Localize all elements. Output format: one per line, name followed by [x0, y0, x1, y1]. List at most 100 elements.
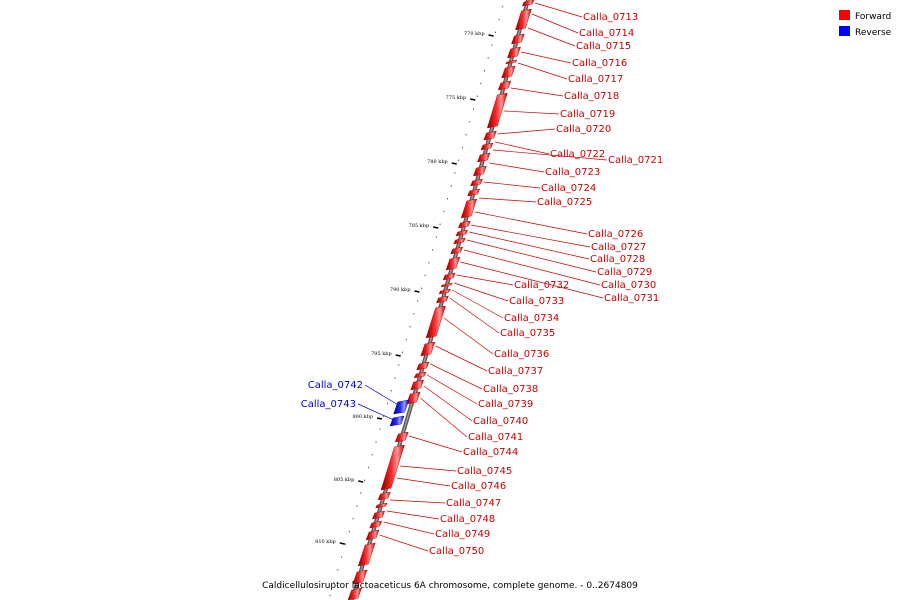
- genome-caption: Caldicellulosiruptor lactoaceticus 6A ch…: [262, 581, 638, 591]
- gene-label[interactable]: Calla_0717: [568, 74, 623, 85]
- gene-leader-line: [460, 261, 604, 299]
- gene-forward-block: [511, 33, 525, 45]
- gene-leader-line: [483, 181, 541, 189]
- gene-forward-block: [369, 520, 383, 529]
- gene-label[interactable]: Calla_0726: [588, 229, 643, 240]
- gene-label[interactable]: Calla_0740: [473, 416, 528, 427]
- axis-tick: [358, 480, 364, 483]
- axis-minor-dot: [398, 364, 400, 366]
- axis-minor-dot: [469, 121, 471, 123]
- axis-minor-dot: [409, 326, 411, 328]
- gene-label[interactable]: Calla_0746: [451, 481, 506, 492]
- gene-label[interactable]: Calla_0743: [301, 399, 356, 410]
- gene-label[interactable]: Calla_0727: [591, 242, 646, 253]
- axis-minor-dot: [344, 543, 346, 545]
- axis-tick: [414, 290, 420, 293]
- axis-tick-label: 810 kbp: [315, 539, 336, 545]
- gene-leader-line: [527, 27, 576, 47]
- gene-leader-line: [426, 374, 478, 405]
- gene-label[interactable]: Calla_0749: [435, 529, 490, 540]
- gene-label[interactable]: Calla_0731: [604, 293, 659, 304]
- gene-label[interactable]: Calla_0737: [488, 366, 543, 377]
- axis-minor-dot: [487, 57, 489, 59]
- axis-minor-dot: [476, 95, 478, 97]
- gene-forward-block: [394, 431, 409, 443]
- gene-label[interactable]: Calla_0720: [556, 124, 611, 135]
- gene-forward-block: [483, 130, 497, 141]
- gene-forward-block: [453, 237, 466, 245]
- gene-leader-line: [492, 149, 608, 161]
- gene-leader-line: [379, 534, 429, 552]
- gene-label[interactable]: Calla_0715: [576, 41, 631, 52]
- gene-label[interactable]: Calla_0714: [579, 28, 634, 39]
- axis-tick-label: 800 kbp: [352, 414, 373, 420]
- gene-forward-block: [457, 220, 471, 229]
- gene-leader-line: [479, 197, 537, 203]
- gene-leader-line: [364, 384, 399, 406]
- gene-forward-block: [435, 295, 449, 304]
- axis-minor-dot: [352, 518, 354, 520]
- gene-leader-line: [531, 13, 579, 34]
- gene-forward-block: [470, 178, 483, 187]
- gene-features: [347, 0, 535, 600]
- axis-minor-dot: [447, 198, 449, 200]
- gene-forward-block: [425, 305, 446, 339]
- gene-label[interactable]: Calla_0718: [564, 91, 619, 102]
- axis-tick-label: 780 kbp: [427, 159, 448, 165]
- axis-minor-dot: [472, 108, 474, 110]
- gene-label[interactable]: Calla_0723: [545, 167, 600, 178]
- gene-leader-line: [386, 510, 440, 520]
- gene-leader-line: [521, 51, 572, 64]
- gene-label[interactable]: Calla_0733: [509, 296, 564, 307]
- gene-label[interactable]: Calla_0742: [308, 380, 363, 391]
- gene-label[interactable]: Calla_0736: [494, 349, 549, 360]
- gene-forward-block: [455, 229, 469, 237]
- gene-label[interactable]: Calla_0719: [560, 109, 615, 120]
- gene-label[interactable]: Calla_0739: [478, 399, 533, 410]
- axis-minor-dot: [428, 262, 430, 264]
- gene-leader-line: [463, 249, 601, 286]
- gene-leader-line: [454, 282, 509, 302]
- gene-label[interactable]: Calla_0722: [550, 149, 605, 160]
- gene-labels: Calla_0713 Calla_0714 Calla_0715 Calla_0716…: [301, 12, 664, 557]
- gene-leader-line: [396, 477, 451, 487]
- gene-leader-line: [474, 211, 588, 235]
- gene-reverse-block: [393, 399, 410, 415]
- axis-tick: [470, 98, 476, 101]
- gene-label[interactable]: Calla_0724: [541, 183, 596, 194]
- gene-label[interactable]: Calla_0738: [483, 384, 538, 395]
- axis-minor-dot: [402, 351, 404, 353]
- gene-forward-block: [505, 59, 518, 65]
- gene-label[interactable]: Calla_0745: [457, 466, 512, 477]
- gene-label[interactable]: Calla_0744: [463, 447, 518, 458]
- axis-tick-label: 775 kbp: [446, 95, 467, 101]
- axis-minor-dot: [383, 415, 385, 417]
- axis-minor-dot: [394, 377, 396, 379]
- gene-label[interactable]: Calla_0721: [608, 155, 663, 166]
- gene-label[interactable]: Calla_0716: [572, 58, 627, 69]
- gene-label[interactable]: Calla_0748: [440, 514, 495, 525]
- gene-label[interactable]: Calla_0725: [537, 197, 592, 208]
- gene-leader-line: [466, 239, 597, 273]
- legend: Forward Reverse: [839, 10, 892, 38]
- axis-minor-dot: [502, 6, 504, 8]
- gene-leader-line: [456, 274, 514, 286]
- gene-label[interactable]: Calla_0747: [446, 498, 501, 509]
- legend-forward-label: Forward: [855, 12, 891, 22]
- axis-minor-dot: [432, 249, 434, 251]
- gene-forward-block: [445, 256, 461, 271]
- gene-leader-line: [430, 363, 483, 390]
- gene-label[interactable]: Calla_0728: [590, 254, 645, 265]
- axis-minor-dot: [435, 236, 437, 238]
- gene-label[interactable]: Calla_0713: [583, 12, 638, 23]
- gene-label[interactable]: Calla_0741: [468, 432, 523, 443]
- gene-label[interactable]: Calla_0734: [504, 313, 559, 324]
- gene-label[interactable]: Calla_0729: [597, 267, 652, 278]
- axis-tick: [433, 226, 439, 229]
- axis-minor-dot: [443, 210, 445, 213]
- gene-label[interactable]: Calla_0732: [514, 280, 569, 291]
- gene-label[interactable]: Calla_0735: [500, 328, 555, 339]
- gene-label[interactable]: Calla_0730: [601, 280, 656, 291]
- axis-ticks: 770 kbp 775 kbp 780 kbp 785 kbp 790 kbp 795 k…: [315, 31, 494, 545]
- gene-label[interactable]: Calla_0750: [429, 546, 484, 557]
